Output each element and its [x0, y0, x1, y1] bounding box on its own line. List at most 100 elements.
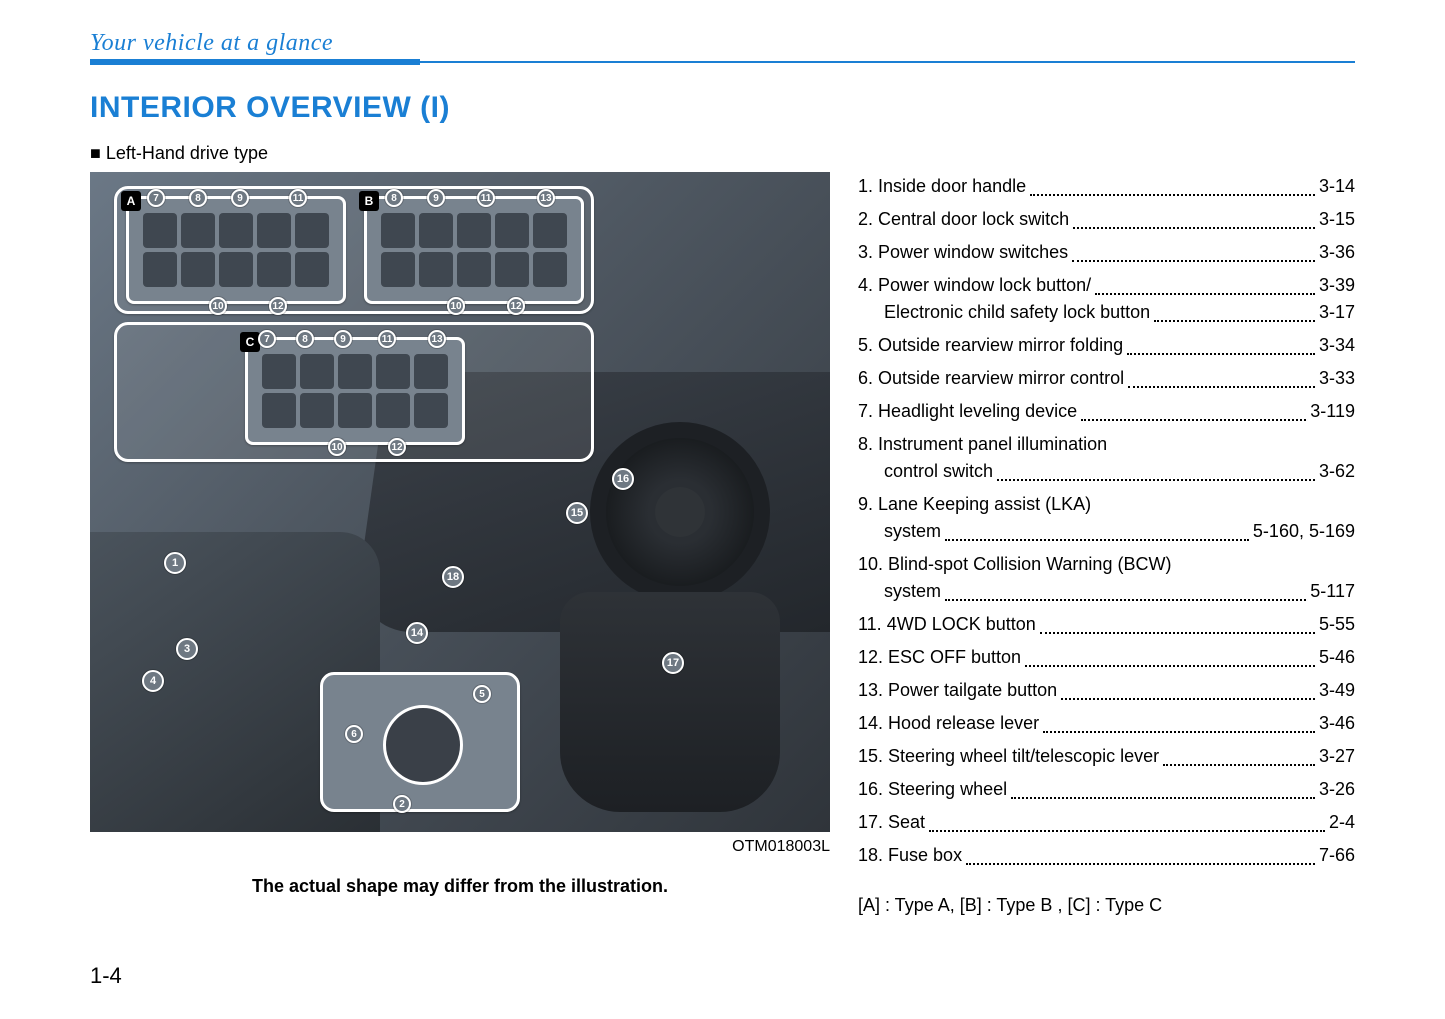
- item-label-cont: control switch: [858, 458, 993, 485]
- parts-list: 1. Inside door handle 3-14 2. Central door…: [858, 143, 1355, 916]
- callout-number: 11: [289, 189, 307, 207]
- inset-panel-d: 5 6 2: [320, 672, 520, 812]
- page-ref: 3-33: [1319, 365, 1355, 392]
- panel-badge-b: B: [359, 191, 379, 211]
- callout-number: 18: [442, 566, 464, 588]
- item-label: 9. Lane Keeping assist (LKA): [858, 491, 1091, 518]
- breadcrumb: Your vehicle at a glance: [90, 30, 1355, 61]
- list-item: 4. Power window lock button/3-39Electron…: [858, 272, 1355, 326]
- item-label-cont: Electronic child safety lock button: [858, 299, 1150, 326]
- callout-number: 17: [662, 652, 684, 674]
- callout-number: 11: [477, 189, 495, 207]
- callout-number: 9: [231, 189, 249, 207]
- steering-wheel-shape: [590, 422, 770, 602]
- item-label: 18. Fuse box: [858, 842, 962, 869]
- item-label: 4. Power window lock button/: [858, 272, 1091, 299]
- callout-number: 8: [189, 189, 207, 207]
- list-item: 14. Hood release lever 3-46: [858, 710, 1355, 737]
- callout-number: 8: [296, 330, 314, 348]
- item-label: 14. Hood release lever: [858, 710, 1039, 737]
- page-ref: 7-66: [1319, 842, 1355, 869]
- callout-number: 6: [345, 725, 363, 743]
- page-ref: 3-14: [1319, 173, 1355, 200]
- drive-type-label: Left-Hand drive type: [90, 143, 830, 164]
- callout-number: 7: [258, 330, 276, 348]
- item-label: 3. Power window switches: [858, 239, 1068, 266]
- list-item: 5. Outside rearview mirror folding 3-34: [858, 332, 1355, 359]
- callout-number: 12: [507, 297, 525, 315]
- page-ref: 3-26: [1319, 776, 1355, 803]
- mirror-control-shape: [383, 705, 463, 785]
- callout-number: 13: [428, 330, 446, 348]
- page-ref: 3-34: [1319, 332, 1355, 359]
- list-item: 6. Outside rearview mirror control 3-33: [858, 365, 1355, 392]
- figure-caption: The actual shape may differ from the ill…: [90, 876, 830, 897]
- callout-number: 5: [473, 685, 491, 703]
- list-item: 8. Instrument panel illuminationcontrol …: [858, 431, 1355, 485]
- item-label: 15. Steering wheel tilt/telescopic lever: [858, 743, 1159, 770]
- page-ref: 3-15: [1319, 206, 1355, 233]
- list-item: 13. Power tailgate button3-49: [858, 677, 1355, 704]
- page-number: 1-4: [90, 963, 122, 989]
- page-ref: 5-117: [1310, 578, 1355, 605]
- page-ref: 3-46: [1319, 710, 1355, 737]
- callout-number: 12: [388, 438, 406, 456]
- inset-panel-c: C 78911131012: [245, 337, 465, 445]
- item-label: 5. Outside rearview mirror folding: [858, 332, 1123, 359]
- item-label: 10. Blind-spot Collision Warning (BCW): [858, 551, 1171, 578]
- list-item: 12. ESC OFF button 5-46: [858, 644, 1355, 671]
- item-label: 8. Instrument panel illumination: [858, 431, 1107, 458]
- list-item: 11. 4WD LOCK button 5-55: [858, 611, 1355, 638]
- page-ref: 3-17: [1319, 299, 1355, 326]
- callout-number: 8: [385, 189, 403, 207]
- page-ref: 5-46: [1319, 644, 1355, 671]
- callout-number: 3: [176, 638, 198, 660]
- callout-number: 10: [209, 297, 227, 315]
- callout-number: 16: [612, 468, 634, 490]
- item-label-cont: system: [858, 578, 941, 605]
- panel-badge-a: A: [121, 191, 141, 211]
- callout-number: 2: [393, 795, 411, 813]
- item-label: 12. ESC OFF button: [858, 644, 1021, 671]
- callout-number: 7: [147, 189, 165, 207]
- list-item: 17. Seat 2-4: [858, 809, 1355, 836]
- callout-number: 14: [406, 622, 428, 644]
- page-title: INTERIOR OVERVIEW (I): [90, 91, 1355, 125]
- list-item: 1. Inside door handle 3-14: [858, 173, 1355, 200]
- callout-number: 4: [142, 670, 164, 692]
- item-label: 2. Central door lock switch: [858, 206, 1069, 233]
- seat-shape: [560, 592, 780, 812]
- callout-number: 1: [164, 552, 186, 574]
- page-ref: 5-55: [1319, 611, 1355, 638]
- item-label: 17. Seat: [858, 809, 925, 836]
- type-note: [A] : Type A, [B] : Type B , [C] : Type …: [858, 895, 1355, 916]
- callout-number: 10: [328, 438, 346, 456]
- page-ref: 3-119: [1310, 398, 1355, 425]
- callout-number: 12: [269, 297, 287, 315]
- inset-panel-a: A 789111012: [126, 196, 346, 304]
- page-ref: 2-4: [1329, 809, 1355, 836]
- list-item: 18. Fuse box 7-66: [858, 842, 1355, 869]
- header-rule: [90, 61, 1355, 63]
- item-label: 7. Headlight leveling device: [858, 398, 1077, 425]
- page-ref: 3-36: [1319, 239, 1355, 266]
- item-label-cont: system: [858, 518, 941, 545]
- inset-panel-b: B 8911131012: [364, 196, 584, 304]
- callout-number: 10: [447, 297, 465, 315]
- item-label: 1. Inside door handle: [858, 173, 1026, 200]
- list-item: 9. Lane Keeping assist (LKA)system 5-160,…: [858, 491, 1355, 545]
- list-item: 10. Blind-spot Collision Warning (BCW)sy…: [858, 551, 1355, 605]
- list-item: 3. Power window switches 3-36: [858, 239, 1355, 266]
- item-label: 6. Outside rearview mirror control: [858, 365, 1124, 392]
- page-ref: 3-27: [1319, 743, 1355, 770]
- callout-number: 13: [537, 189, 555, 207]
- callout-number: 9: [334, 330, 352, 348]
- list-item: 2. Central door lock switch 3-15: [858, 206, 1355, 233]
- callout-number: 11: [378, 330, 396, 348]
- list-item: 16. Steering wheel3-26: [858, 776, 1355, 803]
- page-ref: 3-62: [1319, 458, 1355, 485]
- interior-illustration: A 789111012 B 8911131012 C 78911131012 5…: [90, 172, 830, 832]
- list-item: 7. Headlight leveling device 3-119: [858, 398, 1355, 425]
- item-label: 11. 4WD LOCK button: [858, 611, 1036, 638]
- page-ref: 5-160, 5-169: [1253, 518, 1355, 545]
